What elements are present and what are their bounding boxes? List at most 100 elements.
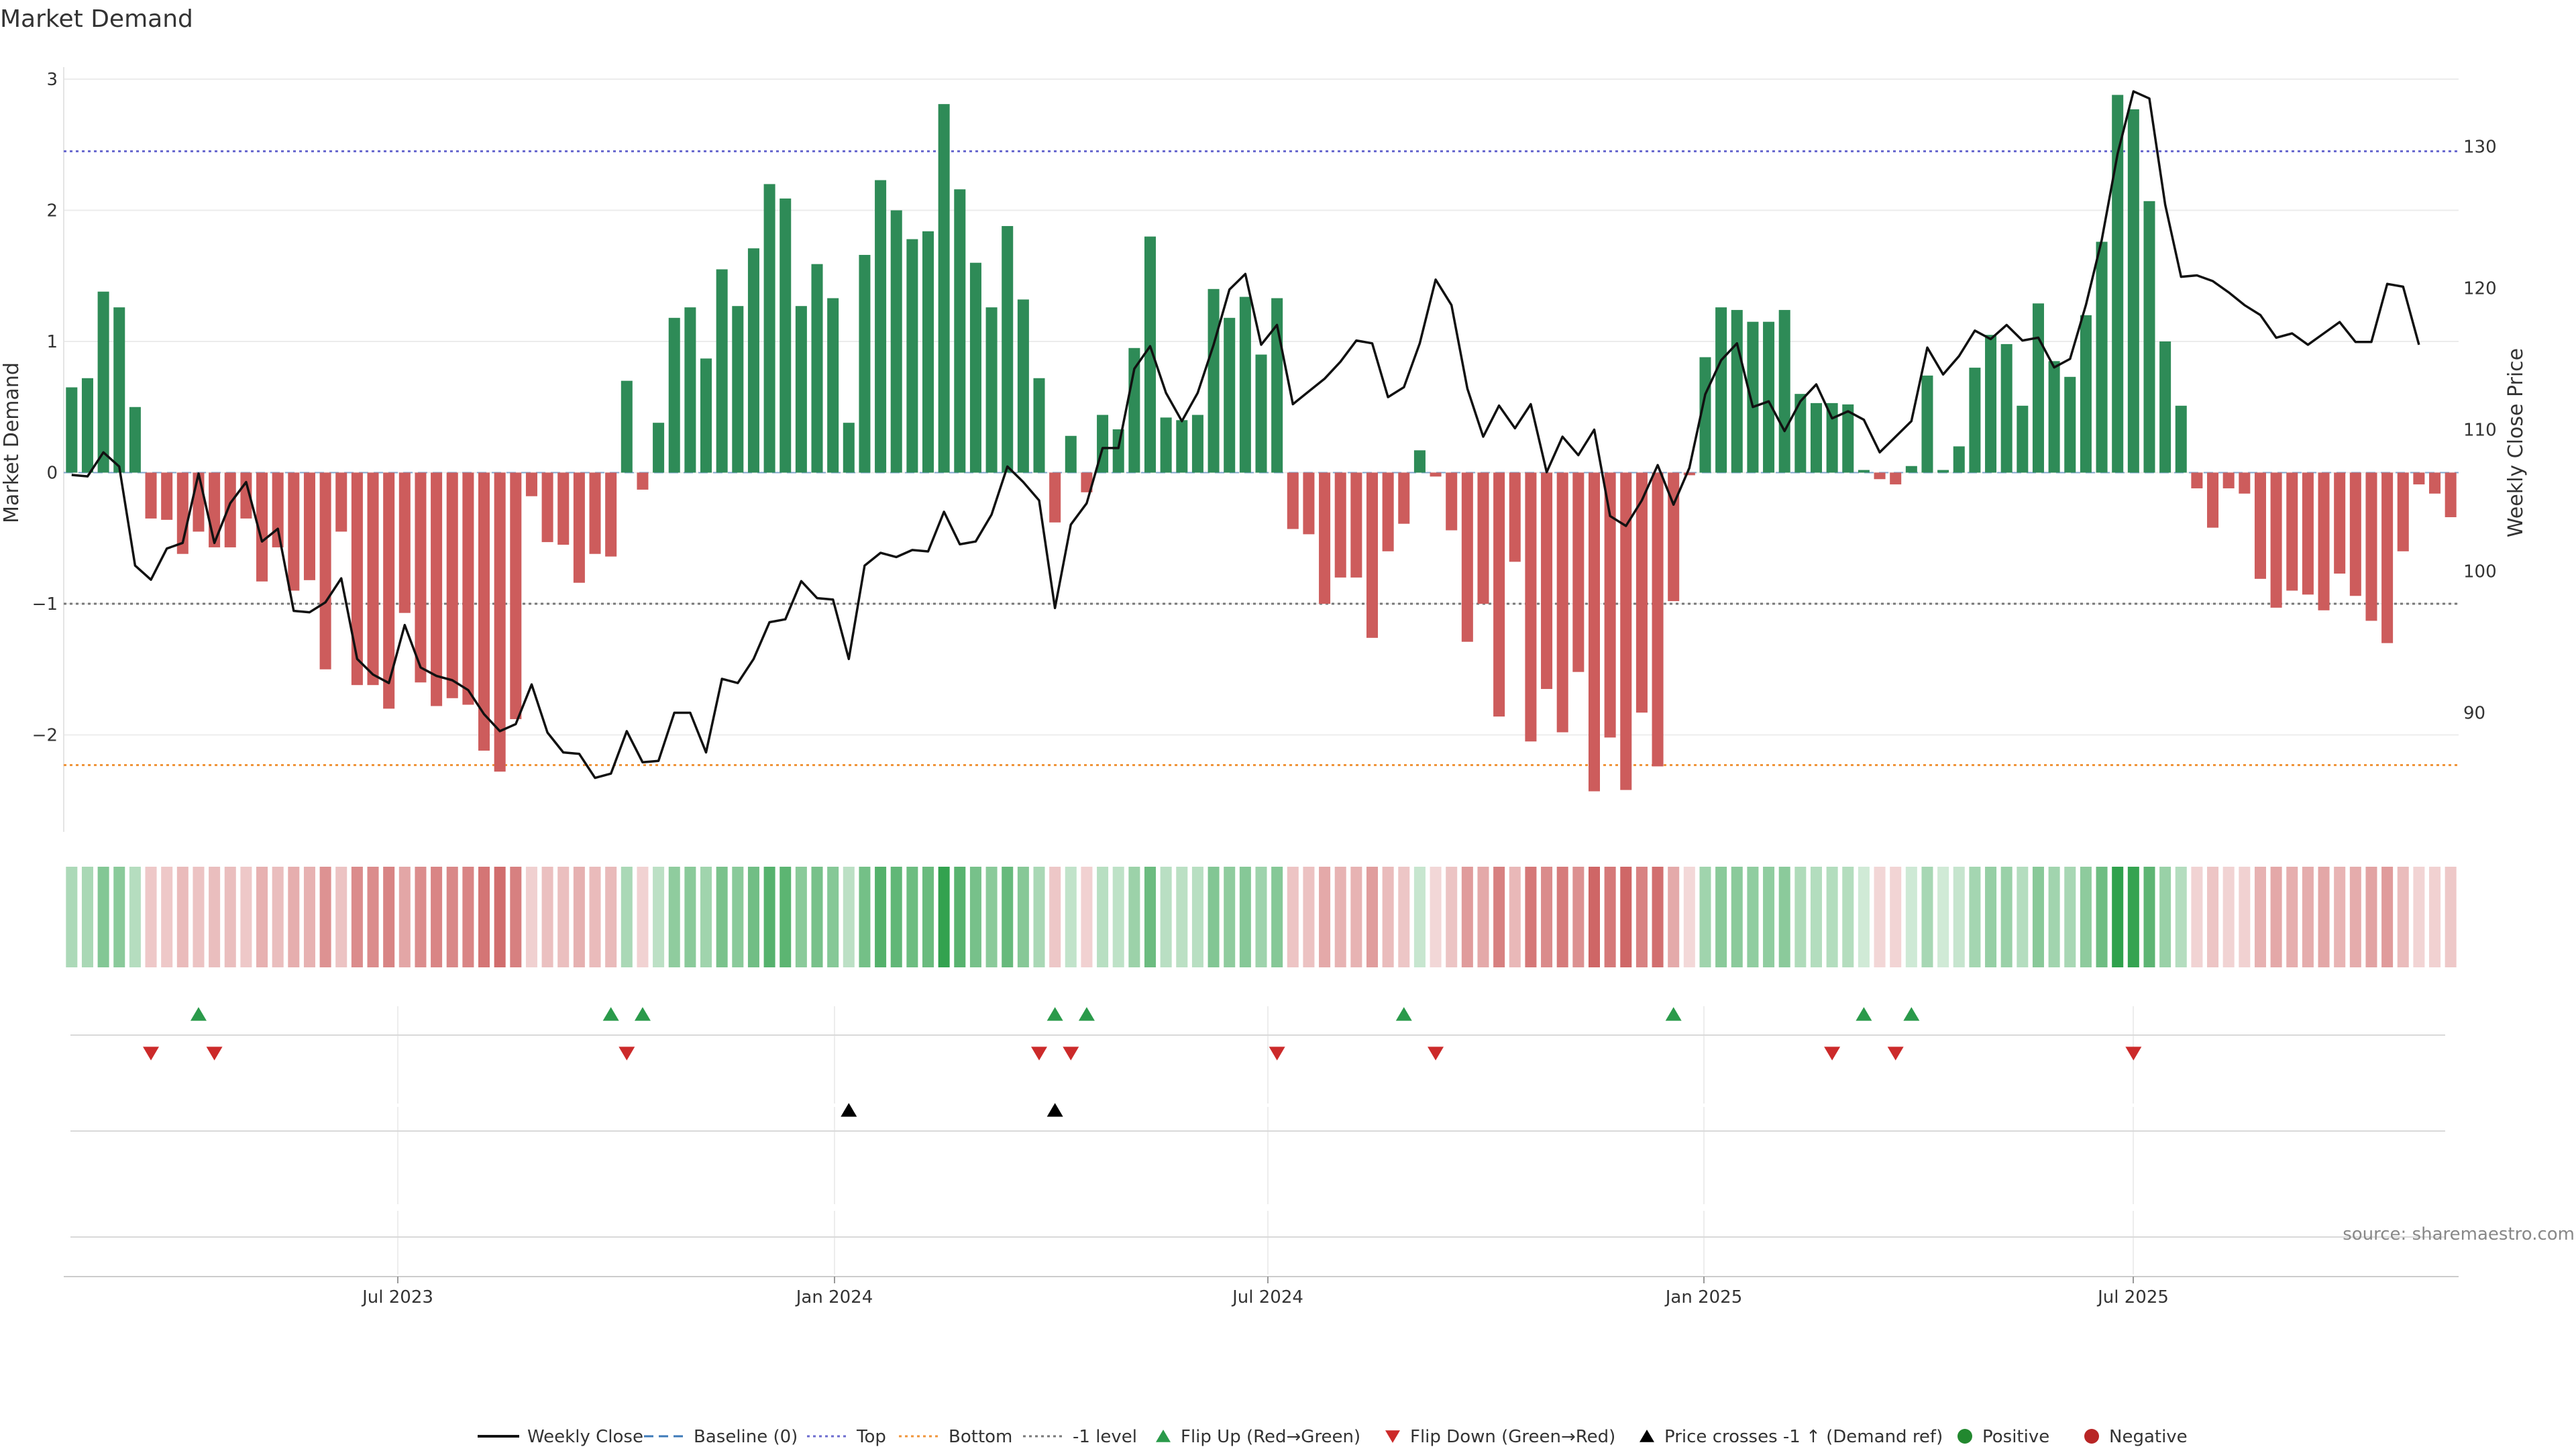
demand-bar [541,472,553,543]
heat-cell [1160,867,1172,967]
demand-bar [2127,109,2139,473]
heat-cell [1176,867,1188,967]
demand-bar [478,472,490,751]
heat-cell [478,867,490,967]
heat-cell [272,867,284,967]
demand-bar [1921,375,1933,473]
heat-cell [637,867,649,967]
demand-bar [1477,472,1489,604]
demand-bar [621,380,633,473]
legend-label: Weekly Close [527,1427,643,1447]
heat-cell [2191,867,2203,967]
demand-bar [1382,472,1394,551]
flip-down-marker [1824,1046,1841,1061]
demand-bar [1572,472,1585,672]
heat-cell [1985,867,1997,967]
heat-cell [1572,867,1585,967]
chart-title: Market Demand [0,5,193,33]
heat-cell [1810,867,1822,967]
demand-bar [1810,402,1822,473]
demand-bar [700,358,712,473]
demand-bar [890,210,902,473]
demand-bar [954,189,966,473]
heat-cell [1556,867,1568,967]
demand-bar [827,298,839,473]
heat-cell [2112,867,2124,967]
demand-bar [1620,472,1632,790]
price-cross-marker [841,1103,857,1117]
heat-cell [668,867,680,967]
heat-cell [827,867,839,967]
heat-cell [1271,867,1283,967]
heat-cell [1731,867,1743,967]
demand-bar [2048,361,2060,473]
demand-bar [1937,470,1949,473]
demand-bar [494,472,506,772]
demand-bar [1541,472,1553,690]
heat-cell [1921,867,1933,967]
heat-cell [1763,867,1775,967]
legend-label: Bottom [949,1427,1012,1447]
demand-bar [1890,472,1902,485]
x-tick-label: Jan 2024 [795,1287,873,1307]
demand-bar [1065,435,1077,473]
heat-cell [1224,867,1236,967]
flip-down-marker [206,1046,223,1061]
flip-up-marker [1046,1007,1063,1021]
demand-bar [2017,405,2029,473]
heat-cell [1097,867,1109,967]
heat-cell [1890,867,1902,967]
demand-bar [653,423,665,473]
demand-bar [145,472,157,519]
y-tick-label: 3 [46,70,58,90]
heat-cell [732,867,744,967]
heat-cell [1747,867,1759,967]
heat-cell [621,867,633,967]
demand-bar [1683,472,1695,476]
heat-cell [2127,867,2139,967]
flip-down-marker [619,1046,635,1061]
heat-cell [1065,867,1077,967]
demand-bar [1413,450,1426,473]
flip-up-marker [1903,1007,1920,1021]
demand-bar [510,472,522,720]
demand-bar [272,472,284,547]
heat-cell [1366,867,1379,967]
heat-cell [1191,867,1203,967]
heat-cell [2270,867,2282,967]
heat-cell [1033,867,1045,967]
flip-up-marker [1665,1007,1682,1021]
legend-label: Flip Up (Red→Green) [1181,1427,1360,1447]
demand-bar [335,472,347,532]
heat-cell [1334,867,1346,967]
demand-bar [113,307,125,473]
demand-bar [97,291,109,473]
heat-cell [2381,867,2394,967]
heat-cell [1112,867,1124,967]
demand-bar [2159,341,2171,473]
y-tick-label: −2 [32,726,58,746]
heat-cell [1430,867,1442,967]
heat-cell [1953,867,1965,967]
heat-cell [1715,867,1727,967]
heat-cell [1255,867,1267,967]
heat-cell [240,867,252,967]
demand-bar [1731,310,1743,473]
heat-cell [2397,867,2409,967]
y2-tick-label: 130 [2463,138,2497,158]
demand-bar [716,269,728,473]
demand-bar [1635,472,1648,713]
heat-cell [1969,867,1981,967]
demand-bar [1715,307,1727,473]
heat-cell [1652,867,1664,967]
demand-bar [1668,472,1680,602]
heat-cell [2349,867,2361,967]
heat-cell [224,867,236,967]
heat-cell [2445,867,2457,967]
heat-cell [1525,867,1537,967]
demand-bar [1430,472,1442,477]
demand-bar [922,231,934,473]
demand-bar [1461,472,1473,642]
demand-bar [2381,472,2394,643]
